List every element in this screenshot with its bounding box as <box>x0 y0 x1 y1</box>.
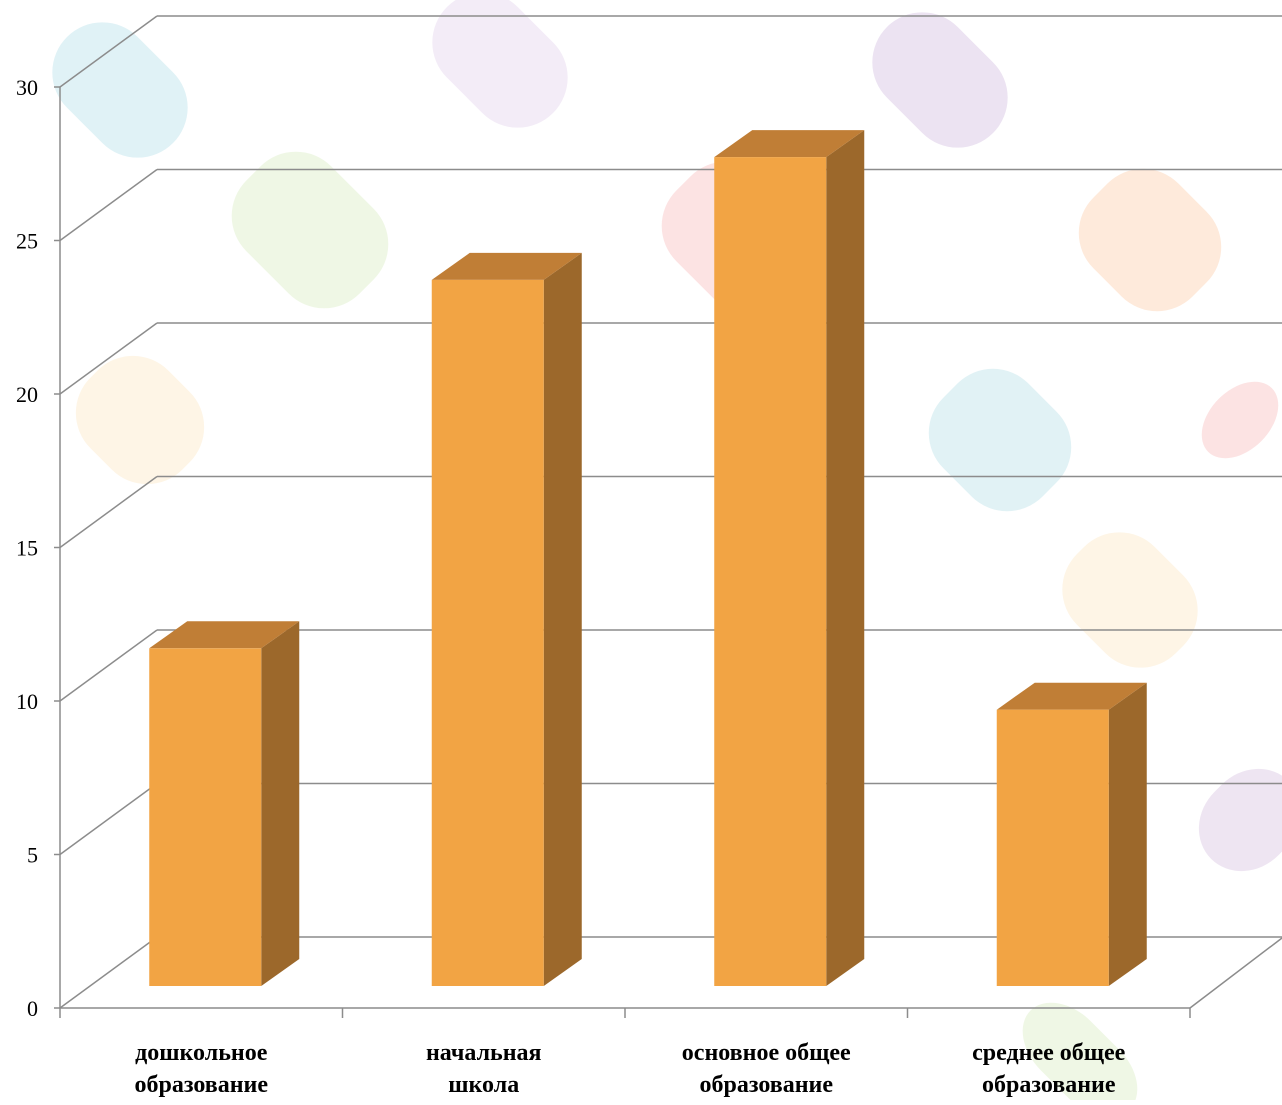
gridline-depth <box>59 168 158 242</box>
bar <box>431 252 582 986</box>
floor-left-edge <box>59 936 158 1009</box>
bar-front-face <box>431 279 544 986</box>
labels: 0 5 10 15 20 25 30 дошкольное образование начальн… <box>16 75 1126 1098</box>
gridline-depth <box>59 782 158 856</box>
background-blob <box>928 368 1072 512</box>
x-category-label: среднее общее образование <box>972 1040 1126 1098</box>
background-pattern <box>52 0 1282 1105</box>
bar-side-face <box>1108 682 1147 986</box>
background-blob <box>1201 381 1279 459</box>
bar-front-face <box>149 648 262 986</box>
bar-side-face <box>826 130 865 987</box>
bar-front-face <box>714 157 827 987</box>
bars <box>149 130 1147 987</box>
background-blob <box>1078 168 1222 312</box>
background-blob <box>1062 532 1198 668</box>
gridline-depth <box>59 475 158 549</box>
y-tick-label: 25 <box>16 229 38 254</box>
background-blob <box>872 12 1008 148</box>
background-blob <box>1198 768 1282 872</box>
bar <box>996 682 1147 986</box>
bar-top-face <box>996 682 1147 710</box>
background-blob <box>1022 1002 1138 1105</box>
bar-top-face <box>149 621 300 649</box>
y-tick-label: 15 <box>16 536 38 561</box>
background-blob <box>75 355 205 485</box>
background-blob <box>52 22 188 158</box>
y-tick-label: 0 <box>27 996 38 1021</box>
bar-side-face <box>543 252 582 986</box>
bar <box>714 130 865 987</box>
y-tick-label: 30 <box>16 75 38 100</box>
floor-right-edge <box>1189 937 1282 1009</box>
bar-front-face <box>996 709 1109 986</box>
x-category-label: дошкольное образование <box>134 1040 268 1098</box>
background-blob <box>432 0 568 128</box>
y-tick-label: 5 <box>27 843 38 868</box>
bar-top-face <box>431 252 582 280</box>
y-tick-label: 10 <box>16 689 38 714</box>
bar <box>149 621 300 986</box>
y-tick-label: 20 <box>16 382 38 407</box>
gridline-depth <box>59 15 158 88</box>
x-category-label: основное общее образование <box>682 1040 851 1098</box>
background-blob <box>231 151 389 309</box>
gridline-depth <box>59 629 158 702</box>
gridline-depth <box>59 322 158 395</box>
x-category-label: начальная школа <box>426 1040 542 1098</box>
bar-side-face <box>261 621 300 986</box>
bar-top-face <box>714 130 865 158</box>
